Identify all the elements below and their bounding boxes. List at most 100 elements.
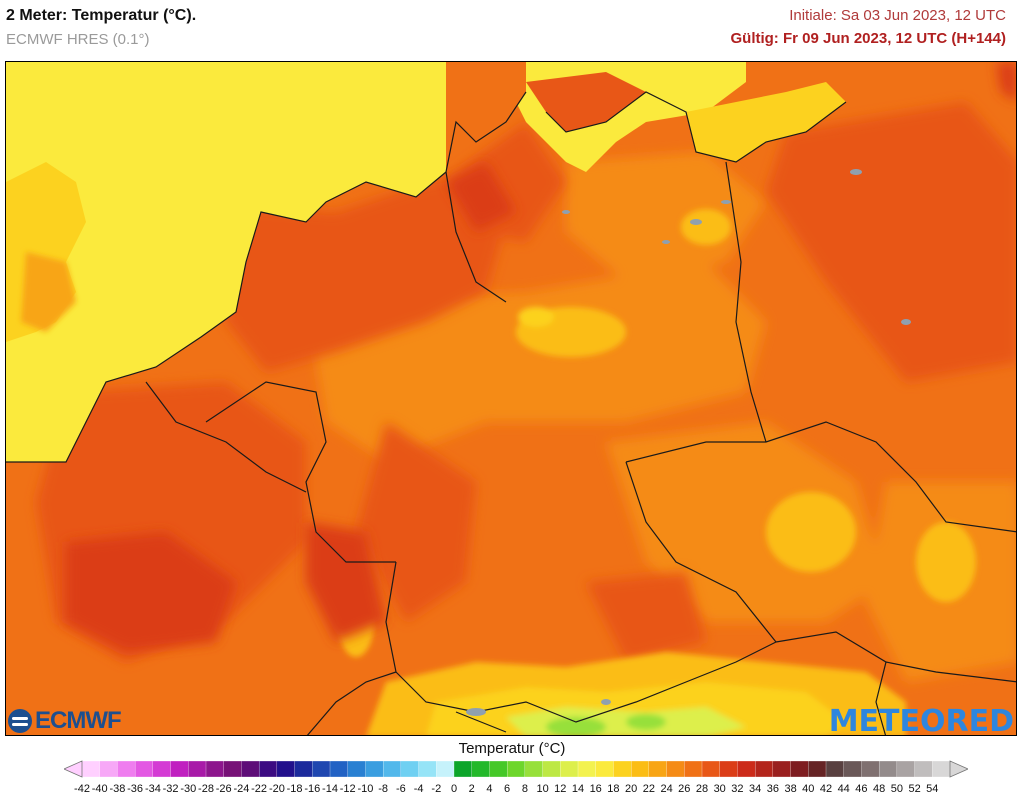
color-bar-ticks: -42 -40 -38 -36 -34 -32 -30 -28 -26 -24 -22 -20 -18-…	[0, 783, 1024, 797]
ecmwf-logo-icon	[8, 709, 32, 733]
color-bar-tick-label: -18	[286, 783, 303, 795]
color-bar-tick-label: 38	[784, 783, 797, 795]
color-bar-cell	[276, 760, 296, 778]
color-bar-max-arrow	[949, 760, 968, 778]
color-bar-tick-label: -12	[339, 783, 356, 795]
color-bar-cell	[595, 760, 614, 778]
color-bar-tick-label: 50	[890, 783, 904, 795]
color-bar-cell	[613, 760, 632, 778]
color-bar-tick-label: 14	[571, 783, 585, 795]
color-bar-cell	[205, 760, 225, 778]
color-bar-cell	[489, 760, 508, 778]
header-right: Initiale: Sa 03 Jun 2023, 12 UTC Gültig:…	[730, 8, 1006, 46]
color-bar-cell	[188, 760, 207, 778]
color-bar-tick-label: -10	[357, 783, 374, 795]
color-bar-cell	[99, 760, 118, 778]
color-bar-cell	[719, 760, 738, 778]
legend-title: Temperatur (°C)	[458, 740, 566, 757]
color-bar-tick-label: -38	[109, 783, 126, 795]
cool-spots	[338, 209, 976, 657]
north-sea	[6, 62, 446, 462]
color-bar-tick-label: -16	[304, 783, 321, 795]
color-bar-tick-label: 12	[554, 783, 567, 795]
color-bar-cell	[825, 760, 845, 778]
color-bar-cell	[152, 760, 172, 778]
color-bar-cell	[117, 760, 136, 778]
color-bar-tick-label: 28	[695, 783, 709, 795]
color-bar-tick-label: 44	[837, 783, 850, 795]
color-bar-cell	[914, 760, 933, 778]
baltic-east	[686, 82, 846, 162]
model-name: ECMWF HRES (0.1°)	[6, 31, 150, 48]
ecmwf-logo-text: ECMWF	[35, 707, 122, 734]
color-bar-cell	[418, 760, 437, 778]
color-bar-tick-label: 26	[678, 783, 691, 795]
color-bar-cell	[684, 760, 703, 778]
lakes	[466, 169, 911, 716]
color-bar-tick-label: -24	[233, 783, 250, 795]
color-bar-tick-label: -4	[413, 783, 424, 795]
color-bar-cell	[347, 760, 366, 778]
color-bar-cell	[577, 760, 597, 778]
color-bar-cell	[843, 760, 862, 778]
color-bar-cell	[294, 760, 313, 778]
color-bar-cell	[241, 760, 260, 778]
color-bar-cell	[737, 760, 756, 778]
valid-time: Gültig: Fr 09 Jun 2023, 12 UTC (H+144)	[730, 30, 1006, 47]
color-bar-tick-label: -34	[144, 783, 161, 795]
color-bar-cells	[81, 760, 951, 778]
color-bar-cell	[630, 760, 650, 778]
color-bar-tick-label: 24	[660, 783, 673, 795]
color-bar-tick-label: 52	[908, 783, 921, 795]
color-bar-cell	[506, 760, 526, 778]
color-bar-tick-label: 6	[504, 783, 511, 795]
color-bar-tick-label: -2	[431, 783, 442, 795]
color-bar-tick-label: 22	[642, 783, 656, 795]
color-bar-cell	[312, 760, 331, 778]
color-bar-tick-label: 42	[819, 783, 833, 795]
color-bar-tick-label: -26	[215, 783, 232, 795]
color-bar-tick-label: -36	[127, 783, 144, 795]
color-bar-cell	[878, 760, 898, 778]
color-bar-cell	[666, 760, 685, 778]
color-bar-cell	[701, 760, 721, 778]
color-bar-tick-label: 32	[731, 783, 744, 795]
color-bar-cell	[329, 760, 349, 778]
color-bar-cell	[861, 760, 880, 778]
color-bar-tick-label: -42	[74, 783, 90, 795]
color-bar-cell	[524, 760, 544, 778]
color-bar-cell	[471, 760, 490, 778]
color-bar-cell	[382, 760, 402, 778]
color-bar-cell	[754, 760, 774, 778]
map-canvas	[6, 62, 1016, 735]
header-left: 2 Meter: Temperatur (°C). ECMWF HRES (0.…	[6, 8, 196, 48]
color-bar-tick-label: 40	[802, 783, 815, 795]
color-bar-tick-label: -8	[378, 783, 388, 795]
color-bar-cell	[400, 760, 420, 778]
color-bar-tick-label: 48	[872, 783, 886, 795]
danish-islands	[526, 72, 646, 132]
color-bar-cell	[542, 760, 561, 778]
color-bar-tick-label: -32	[162, 783, 179, 795]
temperature-map[interactable]	[5, 61, 1017, 736]
color-bar-cell	[896, 760, 916, 778]
borders	[6, 91, 1016, 735]
color-bar-cell	[808, 760, 827, 778]
color-bar-cell	[170, 760, 189, 778]
color-bar-tick-label: 30	[713, 783, 726, 795]
color-bar-cell	[772, 760, 792, 778]
color-bar-cell	[932, 760, 951, 778]
color-bar-cell	[223, 760, 242, 778]
hottest-zones	[66, 62, 1016, 652]
color-bar-tick-label: 18	[607, 783, 620, 795]
england-warm-spot	[21, 252, 76, 332]
meteored-logo: METEORED	[828, 704, 1014, 739]
ecmwf-logo: ECMWF	[8, 707, 142, 734]
color-bar-cell	[134, 760, 154, 778]
color-bar-tick-label: -6	[396, 783, 406, 795]
color-bar-cell	[81, 760, 101, 778]
color-bar-tick-label: 4	[486, 783, 493, 795]
color-bar-min-arrow	[64, 760, 83, 778]
color-bar-tick-label: 46	[855, 783, 868, 795]
color-bar-tick-label: -30	[180, 783, 197, 795]
